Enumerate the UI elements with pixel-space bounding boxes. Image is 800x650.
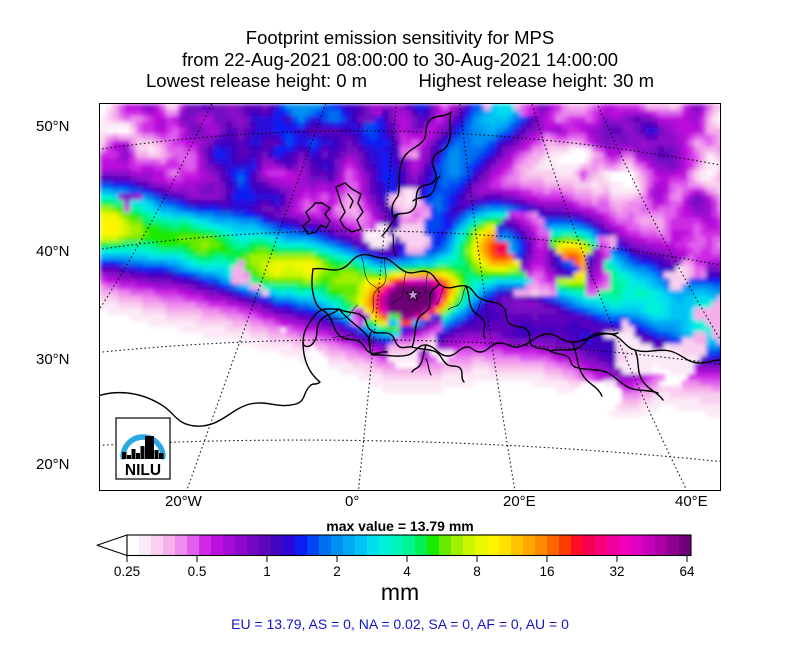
svg-text:16: 16 [539, 564, 554, 579]
svg-text:4: 4 [403, 564, 411, 579]
svg-text:32: 32 [609, 564, 624, 579]
svg-text:mm: mm [381, 579, 419, 605]
svg-text:EU = 13.79, AS = 0, NA = 0.0: EU = 13.79, AS = 0, NA = 0.02, SA = 0, A… [231, 616, 569, 632]
svg-text:0.5: 0.5 [188, 564, 207, 579]
svg-text:2: 2 [333, 564, 341, 579]
svg-text:0.25: 0.25 [114, 564, 140, 579]
svg-text:1: 1 [263, 564, 271, 579]
svg-text:64: 64 [679, 564, 695, 579]
svg-text:8: 8 [473, 564, 481, 579]
